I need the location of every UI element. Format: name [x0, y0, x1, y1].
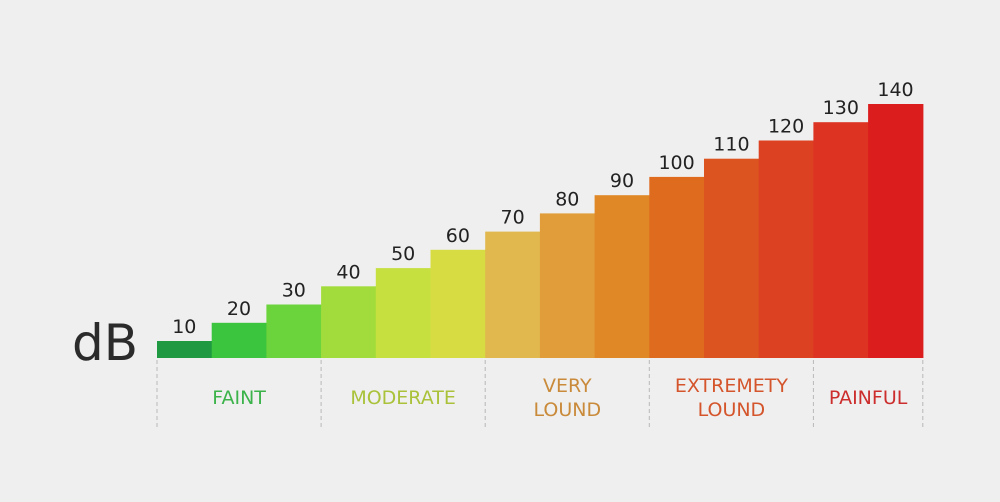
- group-label-4-line-0: PAINFUL: [829, 387, 908, 409]
- bar-50: [375, 268, 432, 358]
- bar-60: [430, 249, 486, 358]
- value-label-130: 130: [823, 97, 859, 119]
- value-label-60: 60: [446, 225, 470, 247]
- group-separators: [156, 360, 924, 428]
- group-labels: FAINT MODERATEVERYLOUNDEXTREMETYLOUNDPAIN…: [212, 375, 907, 421]
- value-label-100: 100: [658, 152, 694, 174]
- value-label-40: 40: [336, 261, 360, 283]
- bars-group: [157, 104, 924, 358]
- value-label-140: 140: [877, 79, 913, 101]
- bar-10: [157, 341, 213, 358]
- bar-70: [485, 231, 541, 358]
- group-label-3-line-1: LOUND: [698, 399, 766, 421]
- value-label-30: 30: [282, 280, 306, 302]
- bar-30: [266, 304, 322, 358]
- bar-120: [758, 140, 814, 358]
- value-labels-group: 10 20 30 40 50 60 70 80 90 100 110 120 130 140: [172, 79, 913, 338]
- value-label-90: 90: [610, 170, 634, 192]
- value-label-50: 50: [391, 243, 415, 265]
- group-label-1-line-0: MODERATE: [350, 387, 456, 409]
- value-label-110: 110: [713, 134, 749, 156]
- bar-20: [211, 322, 267, 358]
- group-label-3-line-0: EXTREMETY: [675, 375, 789, 397]
- value-label-10: 10: [172, 316, 196, 338]
- value-label-70: 70: [501, 207, 525, 229]
- value-label-80: 80: [555, 188, 579, 210]
- value-label-120: 120: [768, 116, 804, 138]
- bar-140: [868, 104, 924, 358]
- unit-label: dB: [72, 314, 138, 372]
- bar-130: [813, 122, 869, 358]
- bar-90: [594, 195, 650, 358]
- bar-110: [704, 158, 760, 358]
- bar-80: [539, 213, 596, 358]
- bar-100: [649, 176, 705, 358]
- group-label-2-line-1: LOUND: [533, 399, 601, 421]
- bar-40: [321, 286, 377, 358]
- value-label-20: 20: [227, 298, 251, 320]
- group-label-2-line-0: VERY: [543, 375, 592, 397]
- group-label-0-line-0: FAINT: [212, 387, 266, 409]
